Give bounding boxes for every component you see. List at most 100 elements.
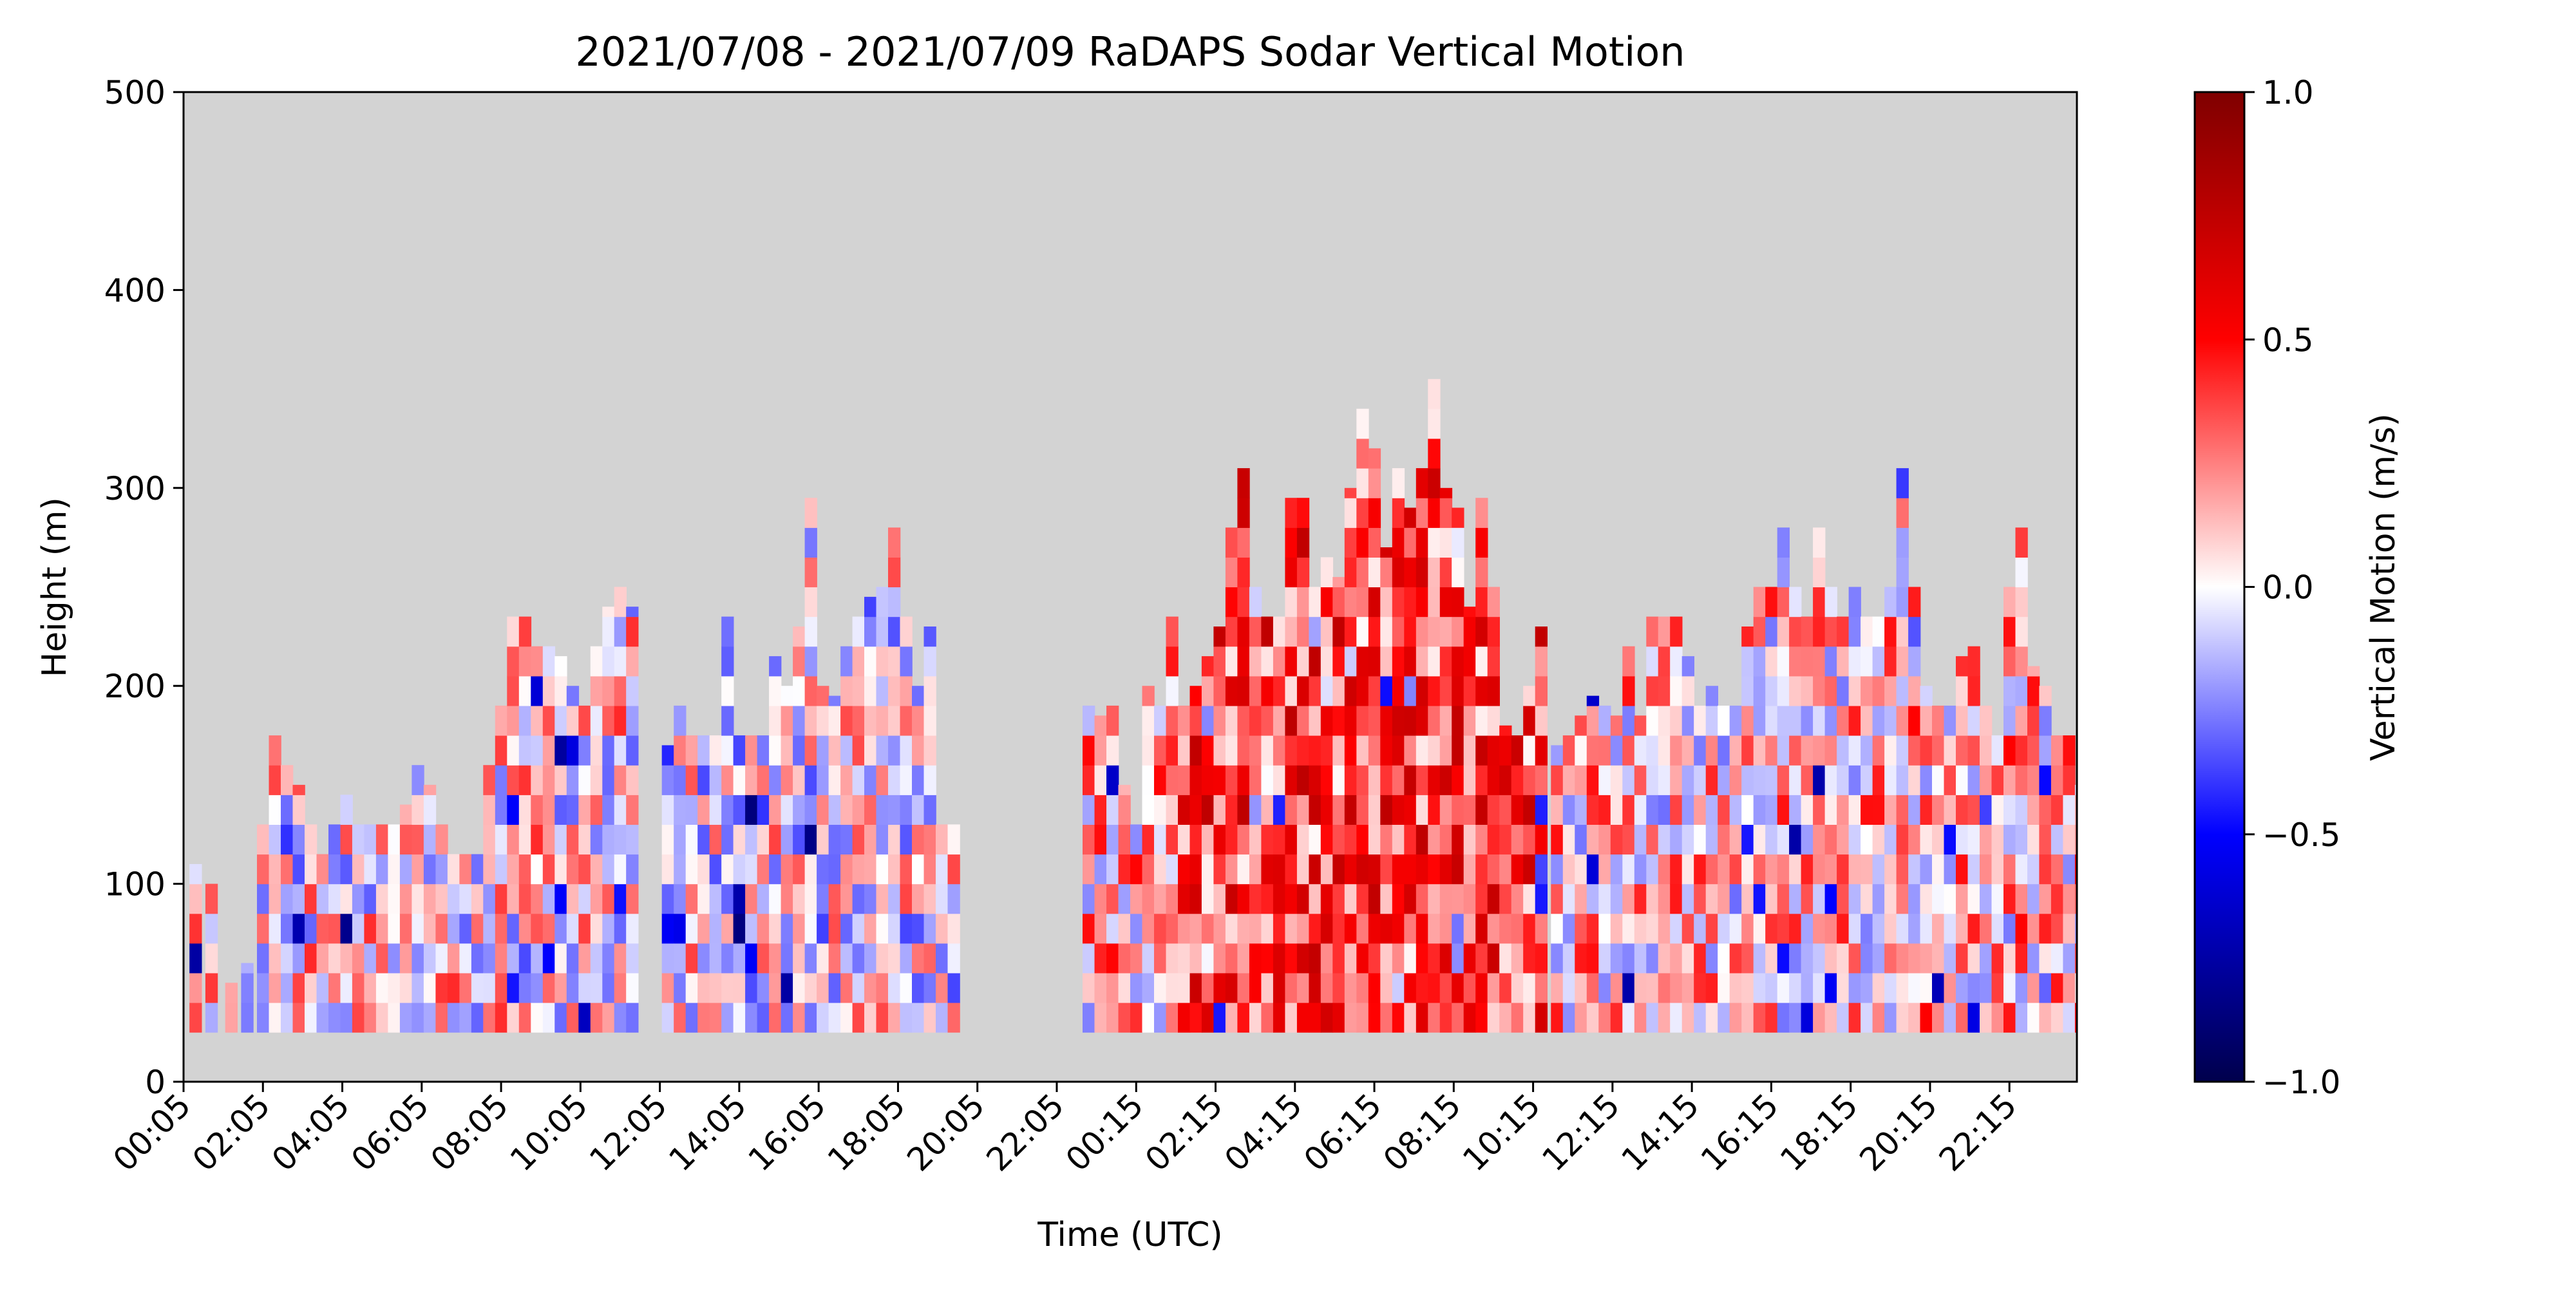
heatmap-cell: [2376, 824, 2389, 854]
heatmap-cell: [2134, 854, 2146, 885]
heatmap-cell: [1094, 1003, 1107, 1033]
heatmap-cell: [1741, 795, 1754, 825]
heatmap-cell: [305, 943, 317, 974]
heatmap-cell: [1741, 765, 1754, 795]
heatmap-cell: [2134, 706, 2146, 736]
heatmap-cell: [900, 646, 913, 677]
heatmap-cell: [1392, 913, 1405, 944]
heatmap-cell: [1475, 735, 1488, 766]
heatmap-cell: [1368, 972, 1381, 1003]
heatmap-cell: [2182, 943, 2194, 974]
heatmap-cell: [1285, 972, 1298, 1003]
heatmap-cell: [1296, 498, 1310, 528]
heatmap-cell: [2376, 973, 2389, 1003]
x-tick-label: 14:05: [661, 1086, 753, 1178]
heatmap-cell: [721, 616, 734, 647]
heatmap-cell: [1142, 705, 1155, 736]
heatmap-cell: [769, 735, 782, 766]
heatmap-cell: [1861, 824, 1873, 855]
heatmap-cell: [1356, 735, 1369, 766]
heatmap-cell: [900, 735, 913, 766]
heatmap-cell: [1428, 705, 1441, 736]
heatmap-cell: [1753, 616, 1766, 647]
heatmap-cell: [305, 854, 317, 885]
heatmap-cell: [852, 854, 865, 885]
heatmap-cell: [1344, 498, 1358, 528]
heatmap-cell: [1261, 1003, 1274, 1033]
heatmap-cell: [1296, 1003, 1310, 1033]
heatmap-cell: [1178, 854, 1191, 885]
heatmap-cell: [1670, 854, 1683, 885]
heatmap-cell: [804, 913, 817, 944]
heatmap-cell: [614, 883, 627, 914]
heatmap-cell: [1872, 795, 1885, 825]
heatmap-cell: [876, 646, 889, 677]
x-tick-label: 06:05: [344, 1086, 436, 1178]
heatmap-cell: [328, 943, 341, 974]
heatmap-cell: [2003, 616, 2016, 647]
heatmap-cell: [2123, 854, 2135, 885]
heatmap-cell: [2341, 1003, 2353, 1033]
heatmap-cell: [1575, 854, 1587, 885]
heatmap-cell: [1848, 883, 1861, 914]
heatmap-cell: [1932, 795, 1945, 825]
heatmap-cell: [1610, 854, 1624, 885]
heatmap-cell: [1380, 705, 1393, 736]
heatmap-cell: [626, 795, 639, 825]
heatmap-cell: [1681, 972, 1694, 1003]
x-tick-label: 02:15: [1138, 1086, 1230, 1178]
heatmap-cell: [1178, 913, 1191, 944]
heatmap-cell: [2424, 884, 2436, 914]
heatmap-cell: [1392, 675, 1405, 706]
heatmap-cell: [2027, 1003, 2040, 1033]
heatmap-cell: [1499, 913, 1512, 944]
heatmap-cell: [1848, 824, 1861, 855]
heatmap-cell: [1646, 824, 1659, 855]
heatmap-cell: [2389, 973, 2401, 1003]
heatmap-cell: [2376, 1003, 2389, 1033]
heatmap-cell: [1261, 883, 1274, 914]
heatmap-cell: [793, 675, 806, 706]
heatmap-cell: [412, 1003, 424, 1033]
heatmap-cell: [804, 498, 817, 528]
heatmap-cell: [471, 943, 484, 974]
heatmap-cell: [1598, 972, 1611, 1003]
heatmap-cell: [2305, 706, 2317, 736]
heatmap-cell: [923, 795, 936, 825]
heatmap-cell: [2063, 913, 2076, 944]
heatmap-cell: [1646, 765, 1659, 795]
heatmap-cell: [2015, 705, 2028, 736]
heatmap-cell: [2317, 587, 2329, 617]
heatmap-cell: [2063, 735, 2076, 766]
heatmap-cell: [2436, 943, 2448, 974]
heatmap-cell: [840, 1003, 853, 1033]
heatmap-cell: [1296, 972, 1310, 1003]
heatmap-cell: [2110, 706, 2123, 736]
heatmap-cell: [1296, 646, 1310, 677]
heatmap-cell: [852, 616, 865, 647]
heatmap-cell: [626, 616, 639, 647]
heatmap-cell: [674, 943, 687, 974]
heatmap-cell: [507, 675, 520, 706]
heatmap-cell: [804, 616, 817, 647]
heatmap-cell: [840, 883, 853, 914]
heatmap-cell: [2472, 795, 2484, 825]
heatmap-cell: [375, 913, 389, 944]
heatmap-cell: [2341, 765, 2353, 795]
heatmap-cell: [1344, 913, 1358, 944]
heatmap-cell: [1225, 527, 1238, 558]
heatmap-cell: [1213, 646, 1226, 677]
heatmap-cell: [852, 824, 865, 855]
heatmap-cell: [1166, 854, 1179, 885]
heatmap-cell: [1729, 705, 1742, 736]
heatmap-cell: [281, 943, 294, 974]
heatmap-cell: [1344, 527, 1358, 558]
heatmap-cell: [733, 972, 746, 1003]
heatmap-cell: [292, 795, 305, 825]
heatmap-cell: [2436, 973, 2448, 1003]
heatmap-cell: [1920, 943, 1933, 974]
heatmap-cell: [1705, 972, 1718, 1003]
heatmap-cell: [1967, 913, 1980, 944]
heatmap-cell: [721, 1003, 734, 1033]
